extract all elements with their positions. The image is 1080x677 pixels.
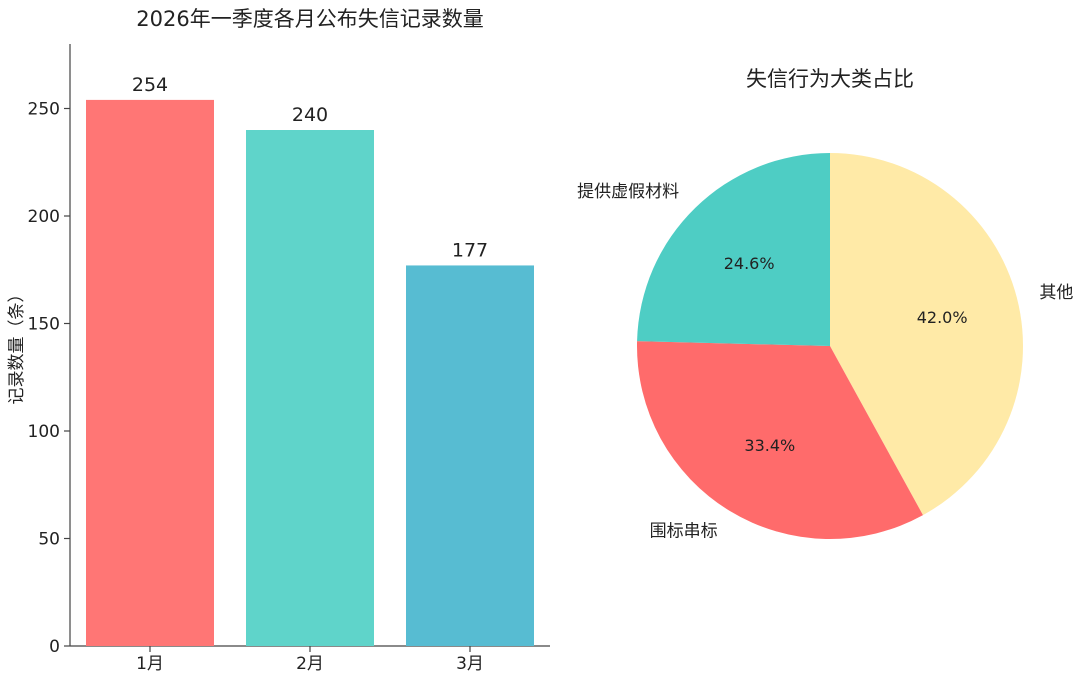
bar-chart: 2026年一季度各月公布失信记录数量 记录数量（条） 0 50 100 150 200 2… xyxy=(7,7,550,674)
y-tick-label: 150 xyxy=(28,315,60,335)
pie-percentage: 33.4% xyxy=(744,436,795,455)
pie-chart: 失信行为大类占比 42.0% 其他 33.4% 围标串标 24.6% 提供虚假材料 xyxy=(577,67,1073,542)
x-tick-label: 3月 xyxy=(456,654,484,674)
pie-category-label: 提供虚假材料 xyxy=(577,182,679,202)
pie-slice xyxy=(637,341,923,540)
bar-value-label: 240 xyxy=(292,104,328,126)
bar-axes: 0 50 100 150 200 250 1月 2月 3月 xyxy=(28,44,550,674)
pie-category-label: 其他 xyxy=(1039,283,1073,303)
y-tick-label: 50 xyxy=(38,530,60,550)
pie-slice xyxy=(830,153,1023,516)
bar-value-label: 177 xyxy=(452,239,488,261)
y-tick-label: 100 xyxy=(28,422,60,442)
y-tick-label: 200 xyxy=(28,207,60,227)
bar xyxy=(246,130,374,646)
x-tick-label: 2月 xyxy=(296,654,324,674)
bar xyxy=(406,265,534,646)
pie-percentage: 24.6% xyxy=(724,254,775,273)
bar-value-label: 254 xyxy=(132,74,168,96)
y-tick-label: 250 xyxy=(28,100,60,120)
bar xyxy=(86,99,214,646)
pie-marks: 42.0% 其他 33.4% 围标串标 24.6% 提供虚假材料 xyxy=(577,153,1073,542)
y-tick-label: 0 xyxy=(49,637,60,657)
pie-chart-title: 失信行为大类占比 xyxy=(746,67,914,91)
pie-category-label: 围标串标 xyxy=(650,522,718,542)
bar-marks: 254 240 177 xyxy=(86,74,534,646)
pie-slice xyxy=(637,153,830,346)
pie-percentage: 42.0% xyxy=(917,308,968,327)
bar-chart-title: 2026年一季度各月公布失信记录数量 xyxy=(136,7,483,31)
x-tick-label: 1月 xyxy=(136,654,164,674)
y-axis-label: 记录数量（条） xyxy=(7,286,27,405)
